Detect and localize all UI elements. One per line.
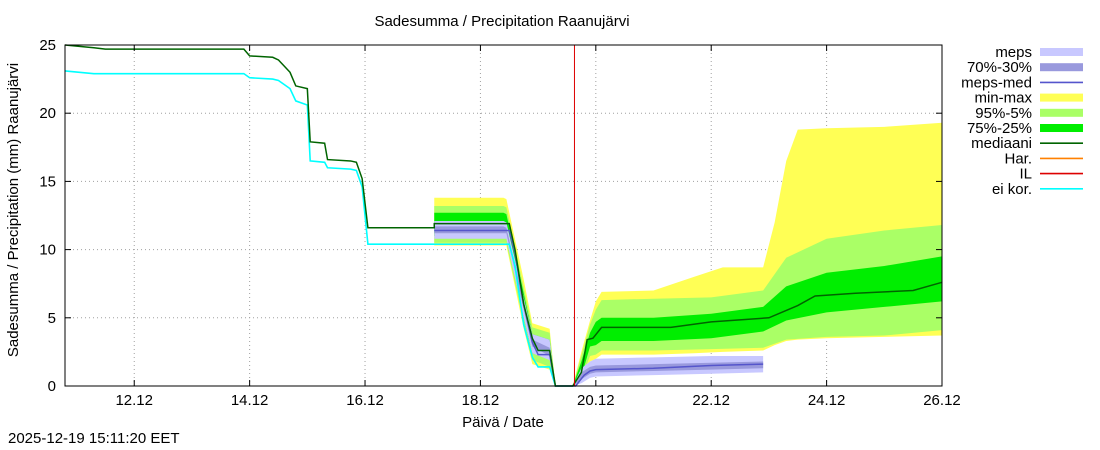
x-tick-label-16.12: 16.12 <box>346 392 384 409</box>
y-tick-label-10: 10 <box>39 242 56 259</box>
x-tick-label-20.12: 20.12 <box>577 392 615 409</box>
legend-label-70-30: 70%-30% <box>967 59 1032 76</box>
x-tick-label-22.12: 22.12 <box>692 392 730 409</box>
legend-swatch-meps <box>1040 48 1083 56</box>
generated-timestamp: 2025-12-19 15:11:20 EET <box>8 430 180 447</box>
legend-label-mediaani: mediaani <box>971 135 1032 152</box>
plot-border <box>64 44 943 387</box>
legend-swatch-70-30 <box>1040 63 1083 72</box>
y-tick-label-25: 25 <box>39 37 56 54</box>
band-meps <box>434 220 764 386</box>
legend-label-95-5: 95%-5% <box>975 105 1032 122</box>
legend-label-meps: meps <box>995 44 1032 61</box>
x-axis-label: Päivä / Date <box>462 414 544 431</box>
legend-label-il: IL <box>1019 166 1032 183</box>
legend-label-meps-med: meps-med <box>961 74 1032 91</box>
legend-label-75-25: 75%-25% <box>967 120 1032 137</box>
x-tick-label-12.12: 12.12 <box>115 392 153 409</box>
y-tick-label-5: 5 <box>48 310 56 327</box>
line-mediaani <box>64 44 943 387</box>
chart-title: Sadesumma / Precipitation Raanujärvi <box>374 13 629 30</box>
y-tick-label-0: 0 <box>48 378 56 395</box>
x-tick-label-26.12: 26.12 <box>923 392 961 409</box>
y-tick-label-15: 15 <box>39 173 56 190</box>
y-tick-label-20: 20 <box>39 105 56 122</box>
line-ei-kor <box>64 70 573 387</box>
axis-ticks: 0 5 10 15 20 25 12.12 14.12 16.12 18.12 20.12 22.12… <box>39 37 960 409</box>
plot-frame <box>64 44 943 387</box>
x-tick-label-14.12: 14.12 <box>231 392 269 409</box>
legend-swatch-75-25 <box>1040 124 1083 132</box>
band-95-5 <box>434 205 942 386</box>
legend-label-har: Har. <box>1004 150 1032 167</box>
legend-label-min-max: min-max <box>974 90 1032 107</box>
legend-swatch-95-5 <box>1040 108 1083 117</box>
legend-swatch-min-max <box>1040 93 1083 102</box>
x-tick-label-24.12: 24.12 <box>808 392 846 409</box>
legend: meps70%-30%meps-medmin-max95%-5%75%-25%m… <box>961 44 1083 198</box>
ensemble-bands <box>434 122 942 387</box>
legend-label-ei-kor: ei kor. <box>992 181 1032 198</box>
x-tick-label-18.12: 18.12 <box>462 392 500 409</box>
y-axis-label: Sadesumma / Precipitation (mm) Raanujärv… <box>5 63 22 357</box>
